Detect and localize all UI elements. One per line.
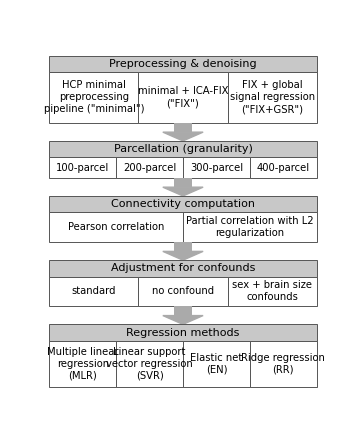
Text: Adjustment for confounds: Adjustment for confounds xyxy=(111,263,255,273)
Text: FIX + global
signal regression
("FIX+GSR"): FIX + global signal regression ("FIX+GSR… xyxy=(230,80,315,114)
Text: Multiple linear
regression
(MLR): Multiple linear regression (MLR) xyxy=(47,347,119,381)
Bar xyxy=(174,306,192,315)
Text: 300-parcel: 300-parcel xyxy=(190,162,243,173)
Text: standard: standard xyxy=(72,286,116,297)
Polygon shape xyxy=(163,132,203,141)
Bar xyxy=(49,325,317,341)
Bar xyxy=(49,260,317,277)
Bar xyxy=(183,157,250,178)
Text: Elastic net
(EN): Elastic net (EN) xyxy=(190,353,242,375)
Bar xyxy=(116,341,183,387)
Text: Connectivity computation: Connectivity computation xyxy=(111,199,255,209)
Text: sex + brain size
confounds: sex + brain size confounds xyxy=(232,280,312,302)
Text: Parcellation (granularity): Parcellation (granularity) xyxy=(114,144,252,154)
Text: 200-parcel: 200-parcel xyxy=(123,162,176,173)
Text: minimal + ICA-FIX
("FIX"): minimal + ICA-FIX ("FIX") xyxy=(138,86,228,108)
Text: Preprocessing & denoising: Preprocessing & denoising xyxy=(109,59,257,69)
Bar xyxy=(250,157,317,178)
Polygon shape xyxy=(163,315,203,325)
Bar xyxy=(174,242,192,251)
Bar xyxy=(49,56,317,72)
Bar xyxy=(227,277,317,306)
Bar xyxy=(49,157,116,178)
Bar xyxy=(183,212,317,242)
Bar xyxy=(139,277,227,306)
Bar xyxy=(49,72,139,123)
Bar xyxy=(139,72,227,123)
Text: Regression methods: Regression methods xyxy=(126,328,240,338)
Text: 400-parcel: 400-parcel xyxy=(257,162,310,173)
Bar xyxy=(49,277,139,306)
Bar xyxy=(49,196,317,212)
Polygon shape xyxy=(163,251,203,260)
Text: HCP minimal
preprocessing
pipeline ("minimal"): HCP minimal preprocessing pipeline ("min… xyxy=(44,80,144,114)
Text: no confound: no confound xyxy=(152,286,214,297)
Text: Partial correlation with L2
regularization: Partial correlation with L2 regularizati… xyxy=(186,216,313,238)
Text: Linear support
vector regression
(SVR): Linear support vector regression (SVR) xyxy=(106,347,193,381)
Text: Ridge regression
(RR): Ridge regression (RR) xyxy=(241,353,325,375)
Bar xyxy=(250,341,317,387)
Bar xyxy=(227,72,317,123)
Polygon shape xyxy=(163,187,203,196)
Text: 100-parcel: 100-parcel xyxy=(56,162,109,173)
Bar xyxy=(49,141,317,157)
Bar xyxy=(174,123,192,132)
Bar xyxy=(174,178,192,187)
Bar xyxy=(116,157,183,178)
Text: Pearson correlation: Pearson correlation xyxy=(68,222,164,232)
Bar xyxy=(183,341,250,387)
Bar xyxy=(49,212,183,242)
Bar xyxy=(49,341,116,387)
